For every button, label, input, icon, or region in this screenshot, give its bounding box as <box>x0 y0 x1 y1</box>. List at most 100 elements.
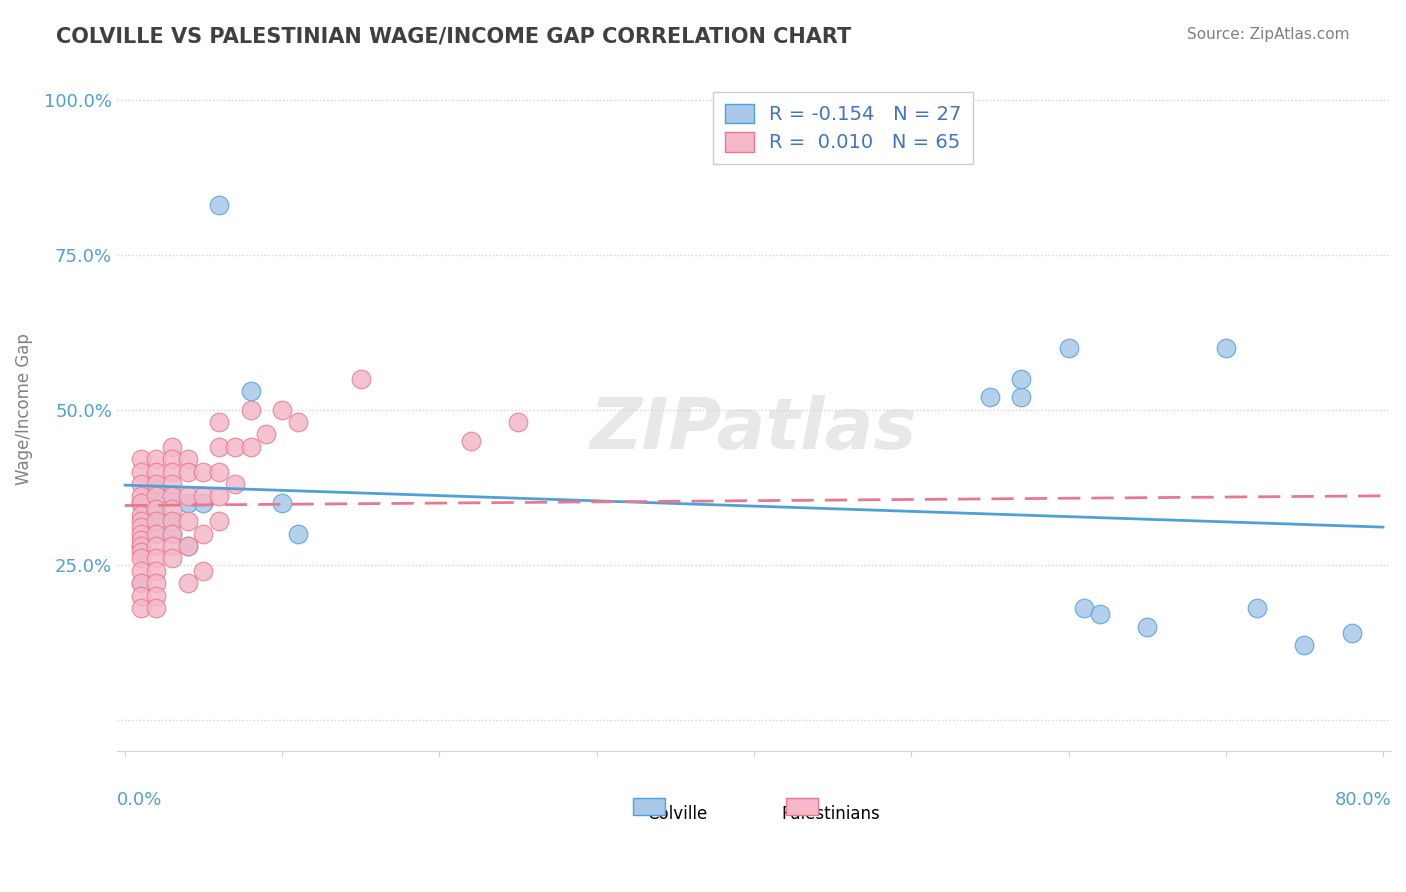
Point <box>1340 625 1362 640</box>
Point <box>145 526 167 541</box>
Point <box>145 539 167 553</box>
Point <box>208 489 231 503</box>
Point <box>129 551 152 566</box>
Point <box>208 415 231 429</box>
Point <box>177 539 200 553</box>
Point <box>129 495 152 509</box>
Point <box>129 520 152 534</box>
FancyBboxPatch shape <box>786 798 818 815</box>
Point <box>129 495 152 509</box>
Point <box>129 539 152 553</box>
Point <box>287 526 309 541</box>
Point <box>145 526 167 541</box>
Legend: R = -0.154   N = 27, R =  0.010   N = 65: R = -0.154 N = 27, R = 0.010 N = 65 <box>713 92 973 164</box>
Point <box>129 539 152 553</box>
Point <box>145 452 167 467</box>
Point <box>1136 619 1159 633</box>
Point <box>129 508 152 522</box>
Point <box>145 508 167 522</box>
Point <box>1294 638 1316 652</box>
Point <box>177 489 200 503</box>
Point <box>224 477 246 491</box>
Point <box>129 514 152 528</box>
Point <box>177 539 200 553</box>
Point <box>1215 341 1237 355</box>
Point <box>1246 601 1268 615</box>
Point <box>1010 371 1032 385</box>
Point <box>160 452 183 467</box>
Point <box>177 514 200 528</box>
Point <box>239 402 262 417</box>
Text: 0.0%: 0.0% <box>117 791 162 809</box>
Point <box>145 564 167 578</box>
Point <box>129 589 152 603</box>
Point <box>160 526 183 541</box>
Point <box>177 495 200 509</box>
Y-axis label: Wage/Income Gap: Wage/Income Gap <box>15 334 32 485</box>
Point <box>145 465 167 479</box>
Point <box>239 384 262 398</box>
Point <box>254 427 277 442</box>
Point <box>460 434 482 448</box>
Point <box>1010 390 1032 404</box>
Point <box>208 440 231 454</box>
Text: COLVILLE VS PALESTINIAN WAGE/INCOME GAP CORRELATION CHART: COLVILLE VS PALESTINIAN WAGE/INCOME GAP … <box>56 27 852 46</box>
Point <box>193 489 215 503</box>
Text: Source: ZipAtlas.com: Source: ZipAtlas.com <box>1187 27 1350 42</box>
Point <box>160 489 183 503</box>
Point <box>208 198 231 212</box>
Point <box>129 465 152 479</box>
Point <box>145 589 167 603</box>
Text: Palestinians: Palestinians <box>782 805 880 823</box>
Point <box>239 440 262 454</box>
Point <box>287 415 309 429</box>
Text: Colville: Colville <box>647 805 707 823</box>
Point <box>160 465 183 479</box>
Point <box>129 576 152 591</box>
Point <box>160 514 183 528</box>
Point <box>145 514 167 528</box>
FancyBboxPatch shape <box>633 798 665 815</box>
Point <box>129 533 152 547</box>
Point <box>160 489 183 503</box>
Point <box>177 576 200 591</box>
Point <box>129 526 152 541</box>
Point <box>193 465 215 479</box>
Point <box>160 477 183 491</box>
Point <box>160 551 183 566</box>
Point <box>271 495 294 509</box>
Point <box>160 526 183 541</box>
Point <box>193 526 215 541</box>
Point <box>145 601 167 615</box>
Point <box>129 601 152 615</box>
Point <box>129 545 152 559</box>
Point <box>350 371 373 385</box>
Point <box>160 514 183 528</box>
Point <box>160 539 183 553</box>
Text: 80.0%: 80.0% <box>1334 791 1391 809</box>
Point <box>129 576 152 591</box>
Point <box>145 477 167 491</box>
Point <box>145 551 167 566</box>
Point <box>160 501 183 516</box>
Point <box>177 465 200 479</box>
Point <box>1073 601 1095 615</box>
Point <box>145 501 167 516</box>
Point <box>506 415 529 429</box>
Point <box>193 495 215 509</box>
Point <box>145 483 167 497</box>
Point <box>145 489 167 503</box>
Point <box>145 576 167 591</box>
Point <box>193 564 215 578</box>
Point <box>208 514 231 528</box>
Point <box>177 452 200 467</box>
Point <box>129 477 152 491</box>
Text: ZIPatlas: ZIPatlas <box>591 395 918 465</box>
Point <box>271 402 294 417</box>
Point <box>160 440 183 454</box>
Point <box>129 452 152 467</box>
Point <box>129 489 152 503</box>
Point <box>979 390 1001 404</box>
Point <box>208 465 231 479</box>
Point <box>1088 607 1111 621</box>
